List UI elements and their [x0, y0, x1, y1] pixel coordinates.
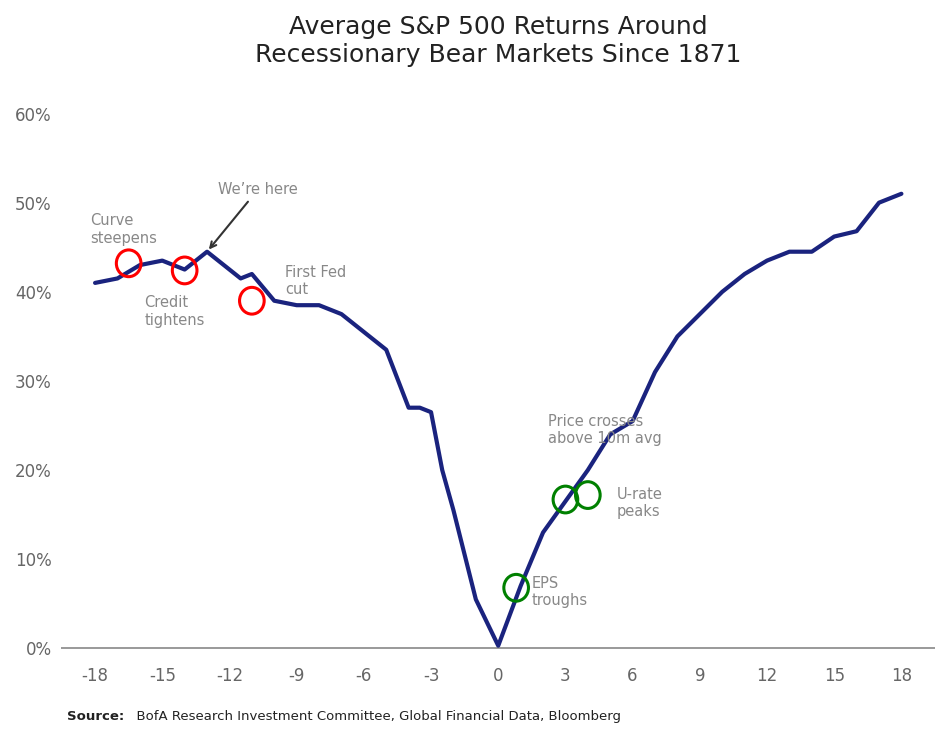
Text: Price crosses
above 10m avg: Price crosses above 10m avg: [547, 414, 661, 446]
Text: U-rate
peaks: U-rate peaks: [617, 487, 663, 519]
Text: BofA Research Investment Committee, Global Financial Data, Bloomberg: BofA Research Investment Committee, Glob…: [128, 710, 621, 723]
Text: Credit
tightens: Credit tightens: [144, 295, 204, 328]
Text: Source:: Source:: [66, 710, 124, 723]
Text: We’re here: We’re here: [210, 182, 298, 248]
Text: EPS
troughs: EPS troughs: [532, 576, 588, 608]
Text: First Fed
cut: First Fed cut: [285, 265, 347, 298]
Title: Average S&P 500 Returns Around
Recessionary Bear Markets Since 1871: Average S&P 500 Returns Around Recession…: [255, 15, 741, 67]
Text: Curve
steepens: Curve steepens: [90, 213, 158, 246]
